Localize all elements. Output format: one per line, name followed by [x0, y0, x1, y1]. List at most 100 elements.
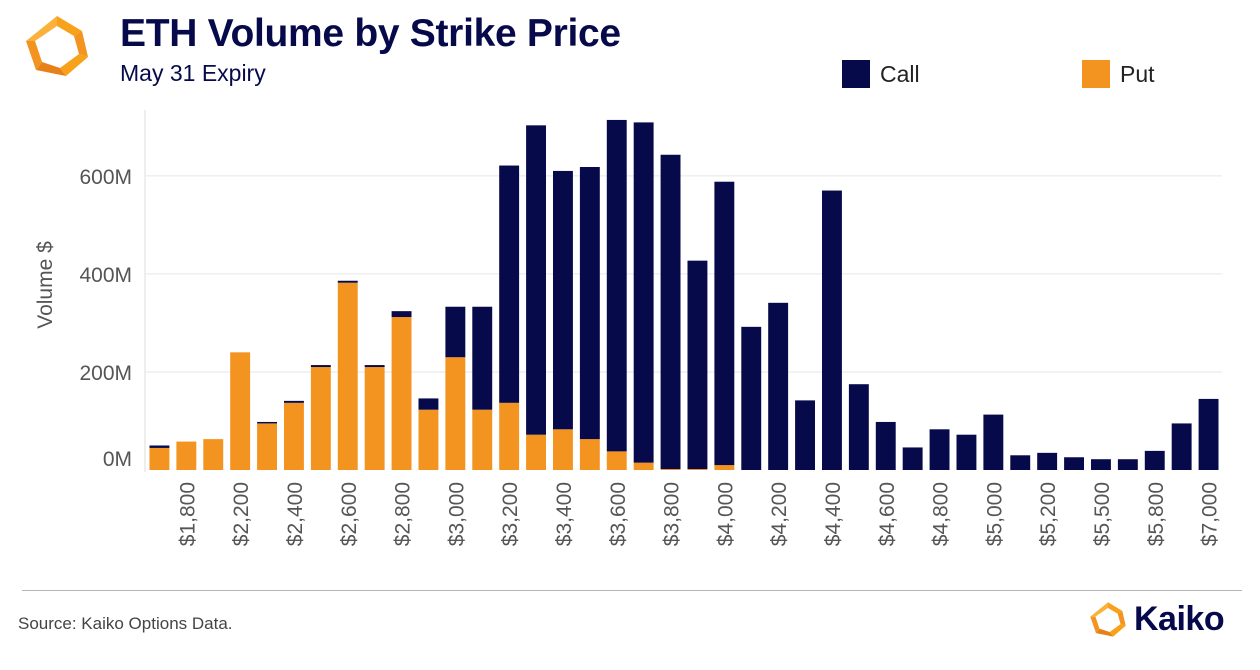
call-bar — [1144, 450, 1165, 470]
y-tick-label: 400M — [79, 264, 132, 287]
call-bar — [848, 384, 869, 470]
call-bar — [499, 165, 520, 403]
x-tick-label: $3,400 — [553, 482, 576, 546]
legend-call-label: Call — [880, 60, 920, 87]
x-tick-label: $2,800 — [392, 482, 415, 546]
y-tick-label: 600M — [79, 166, 132, 189]
call-bar — [257, 421, 278, 424]
call-bar — [552, 170, 573, 430]
brand-mark: Kaiko — [1088, 600, 1225, 639]
put-bar — [257, 423, 278, 470]
put-bar — [472, 409, 493, 470]
put-bar — [579, 439, 600, 470]
x-tick-label: $4,600 — [876, 482, 899, 546]
y-axis-labels: 0M 200M 400M 600M — [79, 166, 132, 471]
call-bar — [1198, 398, 1219, 470]
call-bar — [875, 421, 896, 470]
call-bar — [660, 154, 681, 470]
put-bar — [149, 447, 170, 470]
call-bar — [983, 414, 1004, 470]
put-bar — [391, 317, 412, 470]
x-tick-label: $3,800 — [661, 482, 684, 546]
x-tick-label: $7,000 — [1199, 482, 1222, 546]
call-bar — [1090, 459, 1111, 470]
call-bar — [1117, 459, 1138, 470]
put-bar — [687, 469, 708, 470]
x-tick-label: $3,600 — [607, 482, 630, 546]
x-tick-label: $2,600 — [338, 482, 361, 546]
call-bar — [687, 260, 708, 470]
brand-name: Kaiko — [1134, 600, 1225, 638]
x-axis-labels: $1,800 $2,200 $2,400 $2,600 $2,800 $3,000 $3,2… — [176, 482, 1221, 546]
call-bar — [795, 400, 816, 470]
call-bar — [364, 365, 385, 368]
call-bar — [1037, 452, 1058, 470]
call-bar — [1171, 423, 1192, 470]
put-bar — [364, 367, 385, 470]
x-tick-label: $4,000 — [714, 482, 737, 546]
put-bar — [203, 439, 224, 470]
grid-lines — [146, 175, 1222, 373]
x-tick-label: $5,000 — [983, 482, 1006, 546]
call-bar — [741, 326, 762, 470]
call-bar — [310, 365, 331, 368]
call-bar — [768, 302, 789, 470]
x-tick-label: $2,400 — [284, 482, 307, 546]
put-bar — [660, 469, 681, 470]
put-bar — [337, 282, 358, 470]
put-bar — [606, 451, 627, 470]
legend-call-swatch — [842, 60, 870, 88]
call-bar — [633, 122, 654, 463]
chart-title: ETH Volume by Strike Price — [120, 12, 621, 55]
call-bar — [579, 167, 600, 440]
y-tick-label: 0M — [103, 448, 132, 471]
call-bar — [1064, 457, 1085, 470]
call-bar — [902, 447, 923, 470]
legend-call: Call — [842, 60, 920, 88]
x-tick-label: $4,800 — [930, 482, 953, 546]
put-bar — [445, 357, 466, 470]
source-note: Source: Kaiko Options Data. — [18, 614, 233, 633]
put-bar — [176, 441, 197, 470]
legend-put-label: Put — [1120, 60, 1155, 87]
call-bar — [472, 306, 493, 410]
x-tick-label: $5,500 — [1091, 482, 1114, 546]
call-bar — [929, 429, 950, 470]
put-bar — [499, 402, 520, 470]
call-bar — [956, 434, 977, 470]
x-tick-label: $5,200 — [1037, 482, 1060, 546]
x-tick-label: $3,000 — [445, 482, 468, 546]
legend-put-swatch — [1082, 60, 1110, 88]
put-bar — [418, 409, 439, 470]
put-bar — [552, 429, 573, 470]
put-bar — [310, 367, 331, 470]
x-tick-label: $2,200 — [230, 482, 253, 546]
footer-divider — [22, 590, 1242, 591]
put-bar — [230, 352, 251, 470]
call-bar — [418, 398, 439, 410]
call-bar — [283, 400, 304, 403]
y-axis-title: Volume $ — [34, 241, 57, 329]
call-bar — [391, 311, 412, 318]
chart-subtitle: May 31 Expiry — [120, 60, 266, 86]
legend-put: Put — [1082, 60, 1155, 88]
call-bar — [1010, 455, 1031, 470]
bars — [149, 119, 1219, 470]
call-bar — [714, 181, 735, 466]
call-bar — [445, 306, 466, 358]
kaiko-logo-icon — [22, 14, 92, 80]
kaiko-brand-icon — [1090, 601, 1126, 637]
put-bar — [633, 462, 654, 470]
call-bar — [606, 119, 627, 452]
y-tick-label: 200M — [79, 362, 132, 385]
x-tick-label: $1,800 — [176, 482, 199, 546]
bar-chart: 0M 200M 400M 600M Volume $ $1,800 $2,200 $2,4… — [34, 110, 1222, 546]
call-bar — [526, 125, 547, 435]
x-tick-label: $4,200 — [768, 482, 791, 546]
x-tick-label: $4,400 — [822, 482, 845, 546]
put-bar — [714, 465, 735, 470]
call-bar — [149, 445, 170, 448]
x-tick-label: $5,800 — [1145, 482, 1168, 546]
call-bar — [821, 190, 842, 470]
put-bar — [283, 402, 304, 470]
